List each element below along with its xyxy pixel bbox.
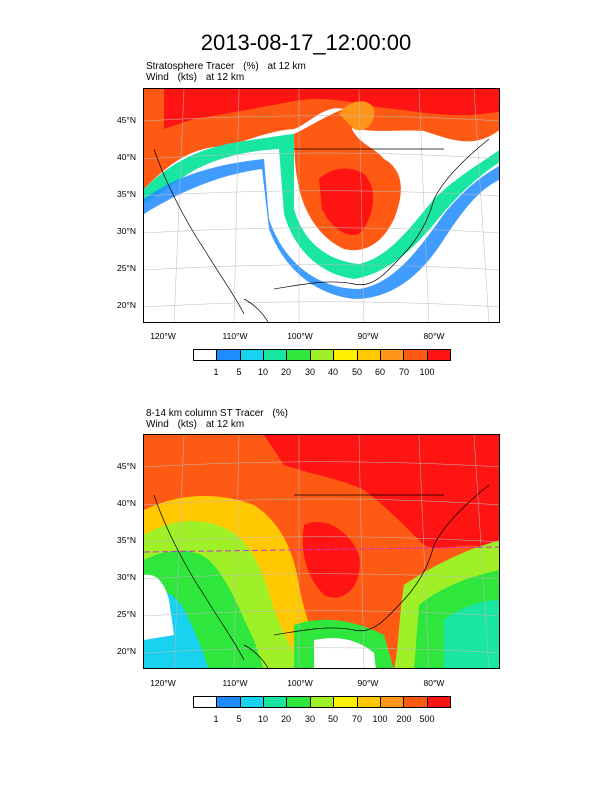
tracer-mid-ribbon (144, 134, 499, 279)
panel2-subtitle-line2: Wind (kts) at 12 km (146, 419, 250, 430)
panel1-lon-label: 90°W (357, 331, 379, 341)
panel2-colorbar-label: 50 (327, 714, 339, 724)
panel1-wind-level: at 12 km (205, 72, 245, 83)
colorbar-swatch (310, 697, 335, 707)
panel2-colorbar-label: 1 (213, 714, 219, 724)
colorbar-swatch (310, 350, 335, 360)
panel2-lat-label: 45°N (117, 461, 136, 471)
figure-title: 2013-08-17_12:00:00 (200, 30, 412, 55)
colorbar-swatch (380, 350, 405, 360)
panel2-lon-label: 120°W (150, 678, 176, 688)
panel2-lon-label: 80°W (423, 678, 445, 688)
panel2-map (143, 434, 500, 669)
panel1-colorbar-label: 20 (280, 367, 292, 377)
panel1-colorbar-label: 40 (327, 367, 339, 377)
tracer-white-sw (144, 574, 174, 640)
panel2-colorbar-label: 500 (419, 714, 435, 724)
tracer-max-center (302, 521, 360, 598)
tracer-max-north (164, 89, 499, 129)
panel2-lat-label: 40°N (117, 498, 136, 508)
colorbar-swatch (404, 697, 428, 707)
panel1-colorbar-label: 50 (351, 367, 363, 377)
colorbar-swatch (334, 697, 358, 707)
tracer-teal-se (444, 600, 499, 668)
panel1-field-label: Stratosphere Tracer (146, 61, 235, 72)
panel1-lat-label: 40°N (117, 152, 136, 162)
colorbar-swatch (194, 697, 218, 707)
panel2-lon-label: 100°W (287, 678, 313, 688)
panel2-lat-label: 20°N (117, 646, 136, 656)
panel2-field-label: 8-14 km column ST Tracer (146, 408, 264, 419)
panel1-lat-label: 45°N (117, 115, 136, 125)
panel1-colorbar-label: 10 (257, 367, 269, 377)
panel1-field-units: (%) (243, 61, 259, 72)
colorbar-swatch (357, 350, 381, 360)
panel2-colorbar-label: 10 (257, 714, 269, 724)
panel2-wind-units: (kts) (177, 419, 198, 430)
panel2-colorbar-label: 200 (396, 714, 412, 724)
panel2-field-units: (%) (272, 408, 288, 419)
panel1-lat-label: 30°N (117, 226, 136, 236)
panel2-wind-label: Wind (146, 419, 169, 430)
map-coastlines (153, 484, 490, 668)
panel2-lat-label: 25°N (117, 609, 136, 619)
panel1-lon-label: 120°W (150, 331, 176, 341)
colorbar-swatch (194, 350, 218, 360)
panel2-colorbar-label: 30 (304, 714, 316, 724)
colorbar-swatch (264, 697, 288, 707)
colorbar-swatch (380, 697, 405, 707)
colorbar-swatch (427, 350, 450, 360)
panel1-lat-label: 35°N (117, 189, 136, 199)
colorbar-swatch (240, 697, 265, 707)
colorbar-swatch (287, 697, 311, 707)
panel1-wind-units: (kts) (177, 72, 198, 83)
colorbar-swatch (334, 350, 358, 360)
panel2-map-canvas (144, 435, 499, 668)
panel1-lon-label: 110°W (222, 331, 248, 341)
tracer-tongue-core (319, 168, 374, 235)
tracer-high-north (144, 89, 499, 189)
panel1-colorbar-label: 5 (236, 367, 242, 377)
panel1-colorbar-label: 100 (419, 367, 435, 377)
panel1-colorbar-label: 60 (374, 367, 386, 377)
panel2-lat-label: 35°N (117, 535, 136, 545)
panel2-subtitle-line1: 8-14 km column ST Tracer (%) (146, 408, 294, 419)
panel1-colorbar-label: 30 (304, 367, 316, 377)
colorbar-swatch (264, 350, 288, 360)
panel1-map-canvas (144, 89, 499, 322)
panel2-lon-label: 90°W (357, 678, 379, 688)
panel2-colorbar-label: 70 (351, 714, 363, 724)
colorbar-swatch (357, 697, 381, 707)
colorbar-swatch (287, 350, 311, 360)
colorbar-swatch (217, 350, 241, 360)
panel2-colorbar (193, 696, 451, 708)
panel1-map (143, 88, 500, 323)
panel1-field-level: at 12 km (267, 61, 306, 72)
panel2-lat-label: 30°N (117, 572, 136, 582)
panel1-lat-label: 25°N (117, 263, 136, 273)
panel2-colorbar-label: 20 (280, 714, 292, 724)
map-coastlines (153, 138, 490, 322)
panel2-colorbar-label: 5 (236, 714, 242, 724)
panel1-lon-label: 100°W (287, 331, 313, 341)
panel1-lat-label: 20°N (117, 300, 136, 310)
colorbar-swatch (240, 350, 265, 360)
colorbar-swatch (404, 350, 428, 360)
panel2-lon-label: 110°W (222, 678, 248, 688)
panel1-colorbar-label: 1 (213, 367, 219, 377)
tracer-max-northeast (264, 435, 499, 554)
panel1-wind-label: Wind (146, 72, 169, 83)
panel1-subtitle-line2: Wind (kts) at 12 km (146, 72, 250, 83)
panel1-subtitle-line1: Stratosphere Tracer (%) at 12 km (146, 61, 312, 72)
panel2-colorbar-label: 100 (372, 714, 388, 724)
colorbar-swatch (427, 697, 450, 707)
dashed-contour (144, 546, 499, 553)
panel1-lon-label: 80°W (423, 331, 445, 341)
panel2-wind-level: at 12 km (205, 419, 245, 430)
panel1-colorbar-label: 70 (398, 367, 410, 377)
colorbar-swatch (217, 697, 241, 707)
tracer-low-ribbon (144, 159, 499, 299)
panel1-colorbar (193, 349, 451, 361)
tracer-white-gulf (314, 638, 376, 668)
